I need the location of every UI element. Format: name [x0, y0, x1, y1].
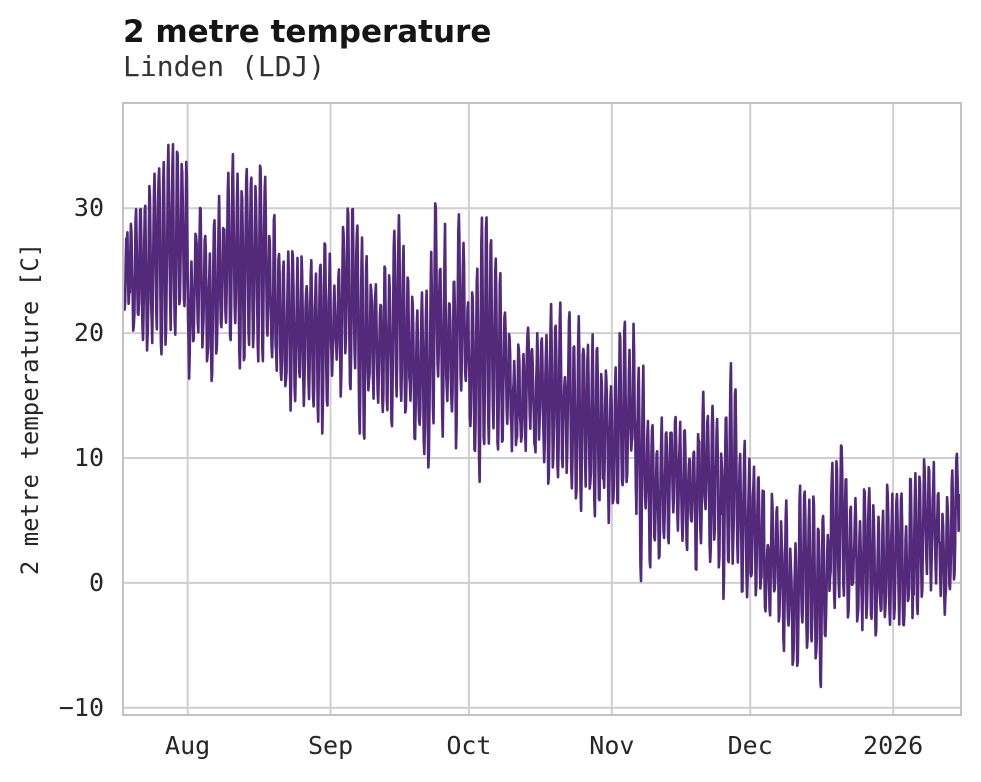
x-tick-label: Sep [308, 731, 354, 760]
plot-area [122, 102, 962, 716]
temperature-line-chart [124, 104, 960, 714]
y-axis-label: 2 metre temperature [C] [16, 242, 44, 576]
x-tick-label: Dec [727, 731, 773, 760]
x-tick-label: Aug [165, 731, 211, 760]
chart-title: 2 metre temperature [123, 14, 492, 50]
chart-subtitle-station: Linden (LDJ) [123, 50, 326, 83]
y-tick-label: 20 [73, 318, 104, 348]
y-tick-label: 30 [73, 193, 104, 223]
y-tick-label: 10 [73, 443, 104, 472]
y-tick-label: 0 [88, 567, 104, 597]
temperature-series-line [124, 142, 960, 689]
x-tick-label: Oct [446, 731, 492, 760]
x-tick-label: Nov [589, 731, 635, 760]
x-tick-label: 2026 [863, 731, 924, 760]
y-tick-label: −10 [58, 692, 104, 722]
